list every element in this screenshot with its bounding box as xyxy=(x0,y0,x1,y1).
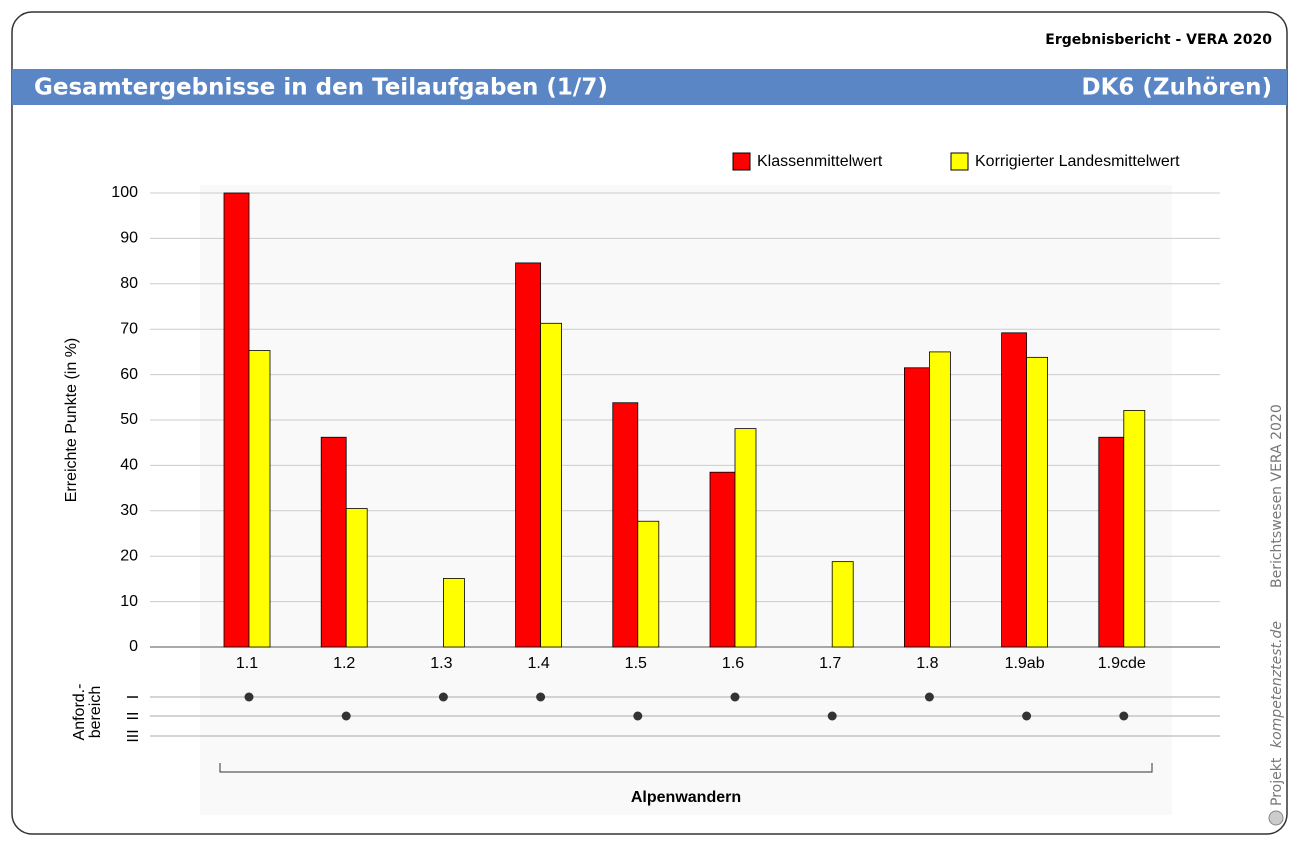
bar xyxy=(831,561,854,648)
y-tick-label: 0 xyxy=(129,638,138,655)
level-label: III xyxy=(125,729,142,742)
level-dot xyxy=(341,711,351,721)
bar xyxy=(1098,436,1125,648)
side-project: Projekt xyxy=(1269,757,1285,806)
page-title: Gesamtergebnisse in den Teilaufgaben (1/… xyxy=(34,75,608,101)
logo xyxy=(1268,810,1284,826)
side-site: kompetenztest.de xyxy=(1269,621,1285,748)
bar xyxy=(929,351,951,648)
level-dot xyxy=(924,692,934,702)
level-label: II xyxy=(125,712,142,721)
y-tick-label: 100 xyxy=(111,184,138,201)
level-dot xyxy=(633,711,643,721)
y-tick-label: 30 xyxy=(120,502,138,519)
bar xyxy=(1001,332,1027,648)
y-tick-label: 20 xyxy=(120,547,138,564)
bar xyxy=(1026,356,1048,648)
x-tick-label: 1.8 xyxy=(916,655,938,672)
level-dot xyxy=(244,692,254,702)
group-label: Alpenwandern xyxy=(631,789,741,806)
y-tick-label: 60 xyxy=(120,366,138,383)
level-dot xyxy=(536,692,546,702)
level-dot xyxy=(730,692,740,702)
y-axis-title: Erreichte Punkte (in %) xyxy=(63,338,80,503)
x-tick-label: 1.3 xyxy=(430,655,452,672)
level-title: Anford.-bereich xyxy=(71,684,104,741)
x-tick-label: 1.7 xyxy=(819,655,841,672)
legend-label: Klassenmittelwert xyxy=(757,153,883,170)
title-bar xyxy=(12,69,1287,105)
side-note-text: Berichtswesen VERA 2020 xyxy=(1269,404,1285,588)
side-note: Projekt kompetenztest.de Berichtswesen V… xyxy=(1269,404,1285,806)
bar xyxy=(345,508,368,648)
bar xyxy=(248,350,271,648)
y-tick-label: 70 xyxy=(120,320,138,337)
legend-label: Korrigierter Landesmittelwert xyxy=(975,153,1180,170)
bar xyxy=(734,428,757,648)
y-tick-label: 40 xyxy=(120,457,138,474)
x-tick-label: 1.1 xyxy=(236,655,258,672)
bar xyxy=(442,578,465,648)
x-tick-label: 1.4 xyxy=(527,655,549,672)
x-tick-label: 1.9cde xyxy=(1098,655,1146,672)
bar xyxy=(540,322,562,648)
legend-swatch xyxy=(950,152,969,171)
page-subtitle: DK6 (Zuhören) xyxy=(1082,75,1273,101)
bar xyxy=(1123,410,1146,648)
y-tick-label: 50 xyxy=(120,411,138,428)
level-dot xyxy=(1119,711,1129,721)
x-tick-label: 1.9ab xyxy=(1005,655,1045,672)
bar xyxy=(320,436,347,648)
x-tick-label: 1.5 xyxy=(625,655,647,672)
level-dot xyxy=(1022,711,1032,721)
level-dot xyxy=(438,692,448,702)
level-label: I xyxy=(125,695,142,699)
bar xyxy=(904,367,930,648)
level-dot xyxy=(827,711,837,721)
legend-swatch xyxy=(732,152,751,171)
report-label: Ergebnisbericht - VERA 2020 xyxy=(1045,32,1272,48)
bar xyxy=(709,471,736,648)
group-bracket xyxy=(219,763,1153,773)
x-tick-label: 1.6 xyxy=(722,655,744,672)
level-title-line: bereich xyxy=(87,686,104,738)
level-title-line: Anford.- xyxy=(71,684,88,741)
y-tick-label: 80 xyxy=(120,275,138,292)
x-tick-label: 1.2 xyxy=(333,655,355,672)
bar xyxy=(223,192,250,648)
y-tick-label: 90 xyxy=(120,230,138,247)
bar xyxy=(637,520,660,648)
y-tick-label: 10 xyxy=(120,593,138,610)
bar xyxy=(515,262,541,648)
bar xyxy=(612,402,639,648)
